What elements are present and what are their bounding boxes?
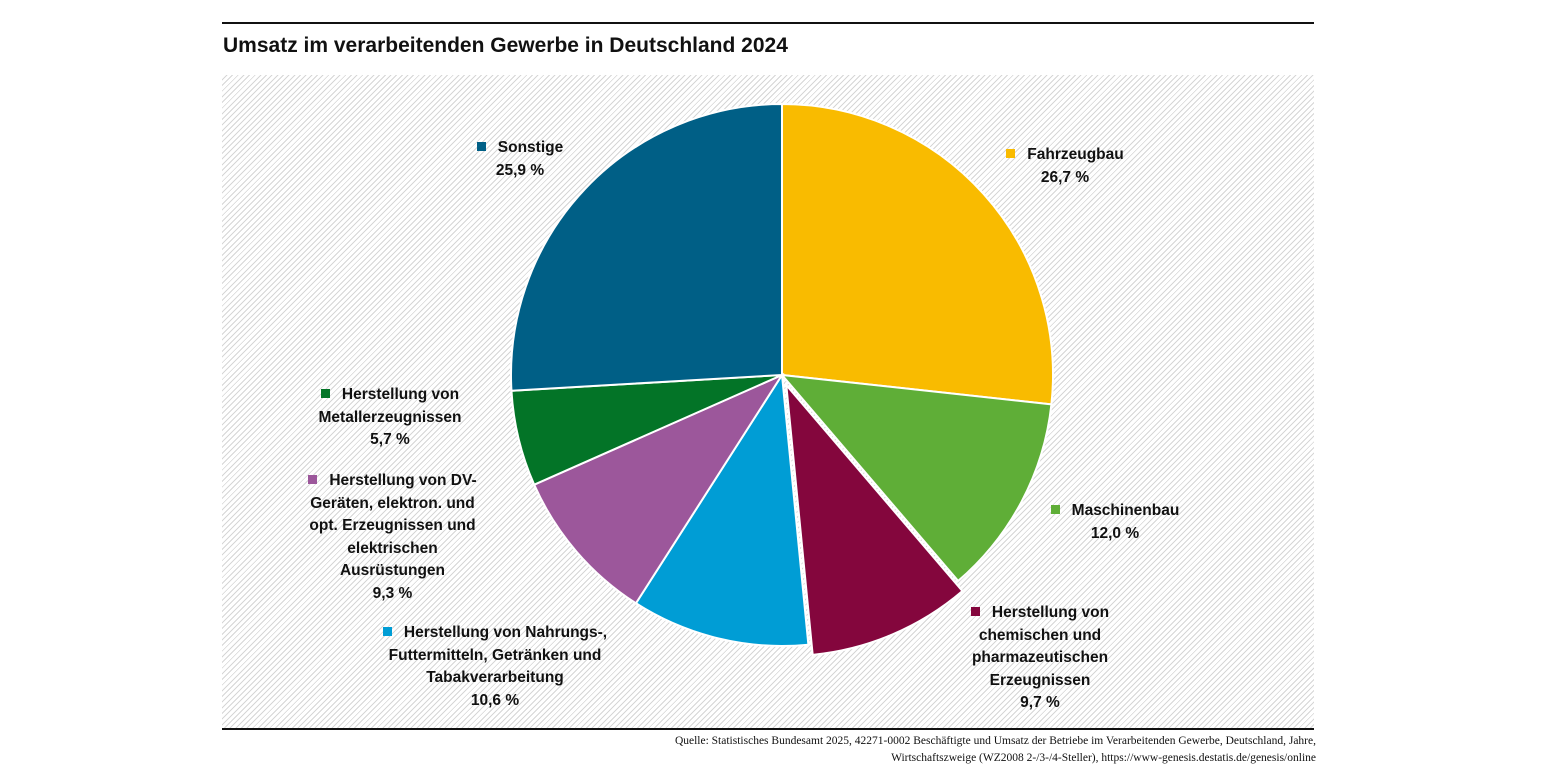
legend-label-chemie: Herstellung von chemischen und pharmazeu… (970, 604, 1110, 711)
legend-swatch (1006, 149, 1016, 158)
top-rule (222, 22, 1314, 24)
pie-slice-3 (634, 372, 810, 647)
legend-swatch (382, 627, 392, 636)
legend-label-metall: Herstellung von Metallerzeugnissen 5,7 % (318, 386, 462, 448)
legend-swatch (308, 475, 318, 484)
pie-slice-0 (781, 102, 1054, 406)
source-note: Quelle: Statistisches Bundesamt 2025, 42… (674, 735, 1316, 764)
legend-label-sonstige: Sonstige 25,9 % (460, 137, 580, 182)
legend-swatch (320, 389, 330, 398)
pie-slice-1 (779, 373, 1053, 583)
legend-label-dv: Herstellung von DV-Geräten, elektron. un… (308, 472, 477, 602)
pie-slice-6 (510, 102, 783, 392)
legend-swatch (476, 142, 486, 151)
legend-swatch (970, 607, 980, 616)
pie-slice-2 (785, 382, 964, 656)
pie-slice-4 (532, 372, 785, 605)
bottom-rule (222, 728, 1314, 730)
chart-title: Umsatz im verarbeitenden Gewerbe in Deut… (223, 34, 788, 57)
legend-label-nahrung: Herstellung von Nahrungs-, Futtermitteln… (375, 622, 615, 712)
legend-label-maschinenbau: Maschinenbau 12,0 % (1035, 500, 1195, 545)
legend-swatch (1050, 505, 1060, 514)
legend-label-fahrzeugbau: Fahrzeugbau 26,7 % (990, 144, 1140, 189)
